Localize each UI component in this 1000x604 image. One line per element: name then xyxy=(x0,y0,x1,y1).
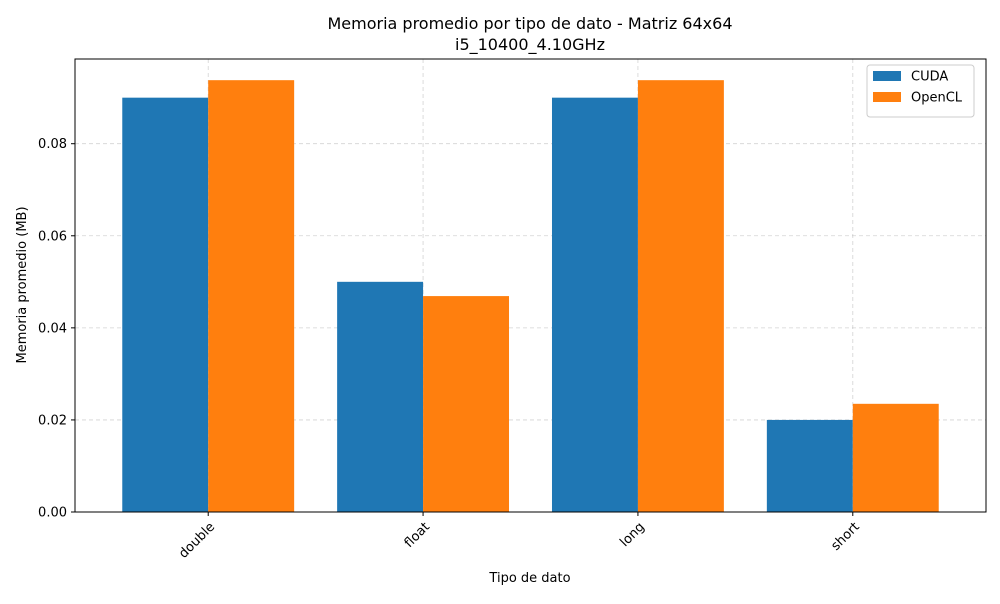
chart-title: Memoria promedio por tipo de dato - Matr… xyxy=(327,14,732,33)
y-axis-label: Memoria promedio (MB) xyxy=(15,206,30,363)
x-tick-label: float xyxy=(402,520,433,551)
y-tick-label: 0.04 xyxy=(38,321,67,336)
bar-opencl-double xyxy=(208,80,295,513)
x-tick-label: double xyxy=(176,520,218,562)
legend: CUDA OpenCL xyxy=(866,64,975,118)
bar-cuda-float xyxy=(337,281,424,512)
bar-opencl-short xyxy=(852,403,939,512)
bars xyxy=(122,80,939,513)
bar-cuda-short xyxy=(766,419,853,512)
x-tick-label: short xyxy=(828,520,862,554)
bar-opencl-long xyxy=(637,80,724,513)
y-axis-ticks: 0.00 0.02 0.04 0.06 0.08 xyxy=(38,137,75,521)
legend-swatch-cuda xyxy=(873,71,901,81)
y-tick-label: 0.02 xyxy=(38,413,67,428)
y-tick-label: 0.06 xyxy=(38,229,67,244)
legend-label-opencl: OpenCL xyxy=(911,91,963,106)
bar-opencl-float xyxy=(423,296,510,512)
legend-label-cuda: CUDA xyxy=(911,70,948,85)
y-tick-label: 0.00 xyxy=(38,506,67,521)
y-tick-label: 0.08 xyxy=(38,137,67,152)
bar-cuda-long xyxy=(551,97,638,513)
x-axis-label: Tipo de dato xyxy=(488,571,570,586)
x-axis-ticks: double float long short xyxy=(176,512,863,562)
chart-subtitle: i5_10400_4.10GHz xyxy=(455,35,605,55)
x-tick-label: long xyxy=(617,520,647,550)
legend-swatch-opencl xyxy=(873,92,901,102)
axes-frame xyxy=(74,58,987,513)
bar-cuda-double xyxy=(122,97,209,513)
